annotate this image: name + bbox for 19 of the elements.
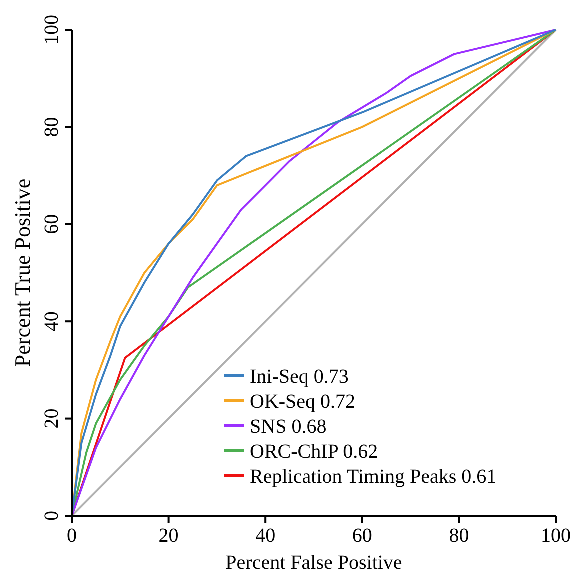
y-tick-label: 40: [41, 312, 63, 332]
x-tick-label: 40: [256, 525, 276, 547]
y-tick-label: 80: [41, 117, 63, 138]
y-tick-label: 60: [41, 214, 63, 234]
legend-label: Replication Timing Peaks 0.61: [250, 466, 497, 488]
x-tick-label: 60: [352, 525, 372, 547]
x-tick-label: 80: [449, 525, 470, 547]
x-tick-label: 20: [158, 525, 179, 547]
y-tick-label: 20: [41, 408, 63, 429]
x-tick-label: 0: [67, 525, 77, 547]
x-axis-title: Percent False Positive: [226, 552, 402, 574]
x-tick-label: 100: [541, 525, 571, 547]
legend-label: SNS 0.68: [250, 416, 327, 438]
y-tick-label: 0: [41, 511, 63, 521]
legend-label: Ini-Seq 0.73: [250, 366, 349, 388]
legend-label: OK-Seq 0.72: [250, 391, 356, 413]
y-axis-title: Percent True Positive: [10, 178, 35, 368]
legend-label: ORC-ChIP 0.62: [250, 441, 378, 463]
y-tick-label: 100: [41, 15, 63, 45]
